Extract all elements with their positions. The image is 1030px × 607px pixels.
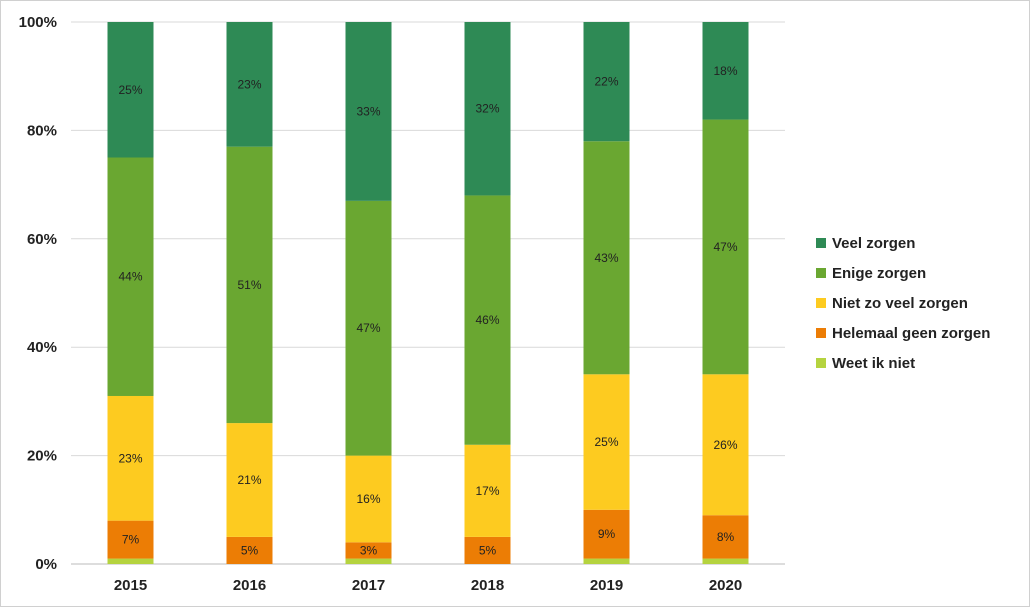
x-tick-label: 2019	[590, 577, 623, 594]
y-tick-label: 40%	[27, 339, 57, 356]
legend-swatch	[816, 298, 826, 308]
data-label: 33%	[356, 104, 380, 118]
x-tick-label: 2016	[233, 577, 266, 594]
data-label: 7%	[122, 533, 140, 547]
data-label: 21%	[237, 473, 261, 487]
legend-swatch	[816, 358, 826, 368]
data-label: 5%	[479, 543, 497, 557]
bar-segment	[702, 515, 749, 559]
bar-segment	[464, 195, 511, 445]
data-label: 8%	[717, 530, 735, 544]
data-label: 23%	[237, 77, 261, 91]
bar-segment	[345, 558, 392, 564]
bar-segment	[226, 22, 273, 147]
bar-segment	[464, 536, 511, 564]
data-label: 43%	[594, 251, 618, 265]
bar-segment	[345, 22, 392, 201]
bar-segment	[583, 558, 630, 564]
y-tick-label: 20%	[27, 448, 57, 465]
bar-segment	[226, 423, 273, 537]
bar-segment	[107, 520, 154, 559]
bar-segment	[583, 141, 630, 375]
bar-segment	[345, 542, 392, 559]
data-label: 47%	[713, 240, 737, 254]
legend-swatch	[816, 328, 826, 338]
data-label: 23%	[118, 451, 142, 465]
bar-segment	[107, 22, 154, 158]
legend-label: Weet ik niet	[832, 355, 915, 372]
bar-segment	[107, 558, 154, 564]
y-tick-label: 0%	[35, 556, 57, 573]
data-label: 47%	[356, 321, 380, 335]
data-label: 32%	[475, 102, 499, 116]
x-tick-label: 2020	[709, 577, 742, 594]
data-label: 18%	[713, 64, 737, 78]
data-label: 5%	[241, 543, 259, 557]
bar-segment	[464, 22, 511, 196]
bar-segment	[702, 558, 749, 564]
data-label: 22%	[594, 75, 618, 89]
data-label: 9%	[598, 527, 616, 541]
data-label: 26%	[713, 438, 737, 452]
bar-segment	[345, 455, 392, 543]
data-label: 44%	[118, 270, 142, 284]
bar-segment	[702, 22, 749, 120]
bar-segment	[226, 146, 273, 424]
bar-segment	[583, 509, 630, 559]
bar-segment	[464, 444, 511, 537]
y-tick-label: 80%	[27, 122, 57, 139]
y-tick-label: 100%	[19, 14, 57, 31]
bar-segment	[107, 157, 154, 396]
data-label: 25%	[118, 83, 142, 97]
x-tick-label: 2015	[114, 577, 147, 594]
data-label: 3%	[360, 543, 378, 557]
bar-segment	[702, 374, 749, 516]
y-tick-label: 60%	[27, 231, 57, 248]
legend-label: Niet zo veel zorgen	[832, 295, 968, 312]
bar-segment	[107, 395, 154, 521]
data-label: 51%	[237, 278, 261, 292]
legend-label: Enige zorgen	[832, 265, 926, 282]
bar-segment	[702, 119, 749, 375]
bar-segment	[345, 200, 392, 456]
bar-segment	[583, 374, 630, 510]
legend-label: Helemaal geen zorgen	[832, 325, 990, 342]
x-tick-label: 2017	[352, 577, 385, 594]
legend-swatch	[816, 268, 826, 278]
bar-segment	[583, 22, 630, 142]
data-label: 17%	[475, 484, 499, 498]
x-tick-label: 2018	[471, 577, 504, 594]
legend-swatch	[816, 238, 826, 248]
data-label: 16%	[356, 492, 380, 506]
data-label: 25%	[594, 435, 618, 449]
data-label: 46%	[475, 313, 499, 327]
legend-label: Veel zorgen	[832, 235, 915, 252]
bar-segment	[226, 536, 273, 564]
